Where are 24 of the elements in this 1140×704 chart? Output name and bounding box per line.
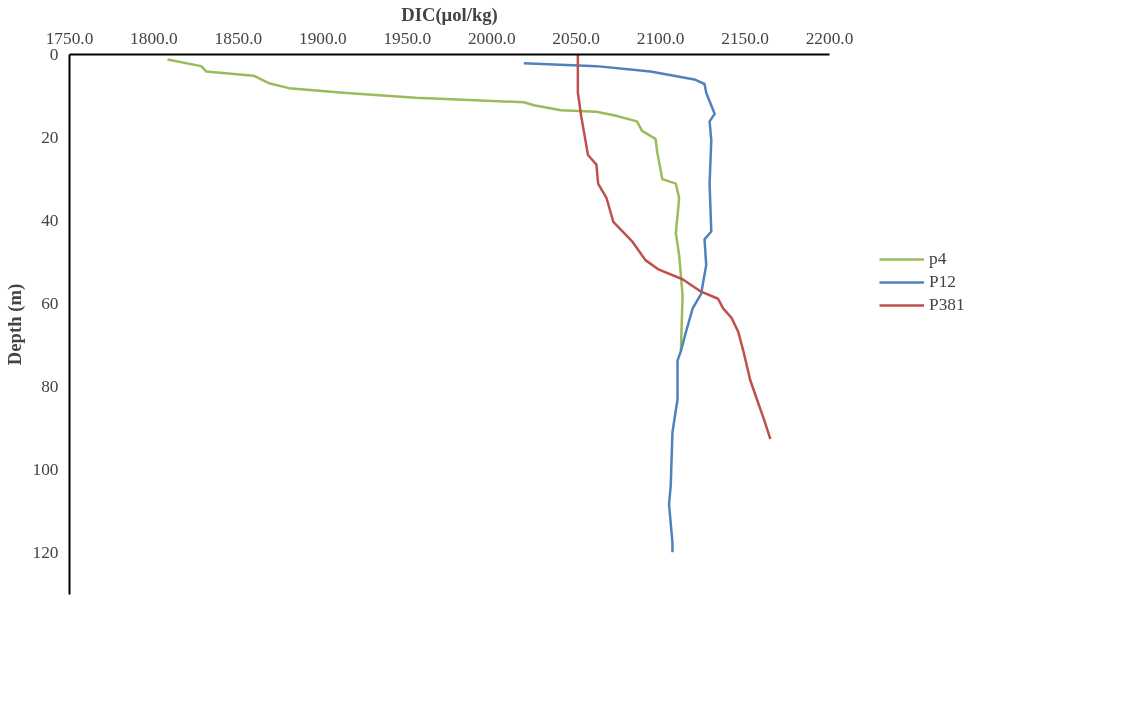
x-tick-label: 1900.0 — [299, 28, 347, 48]
y-tick-label: 120 — [32, 543, 59, 563]
legend-label: P12 — [929, 272, 956, 293]
x-tick-label: 1850.0 — [214, 28, 263, 48]
x-tick-label: 1950.0 — [383, 28, 432, 48]
y-tick-label: 80 — [41, 377, 59, 397]
x-tick-label: 2100.0 — [636, 28, 685, 48]
line-series — [576, 54, 772, 441]
x-tick-label: 2200.0 — [805, 28, 854, 48]
y-tick-label: 0 — [49, 45, 59, 64]
y-tick-label: 100 — [32, 460, 59, 480]
legend-label: p4 — [929, 249, 948, 270]
x-tick-label: 1750.0 — [45, 28, 94, 48]
x-tick-label: 1800.0 — [130, 28, 178, 48]
legend-label: P381 — [929, 295, 965, 316]
y-tick-label: 60 — [41, 294, 59, 314]
x-tick-label: 2000.0 — [467, 28, 516, 48]
x-axis-title: DIC(μol/kg) — [401, 3, 498, 26]
y-tick-label: 40 — [41, 211, 59, 231]
line-series — [522, 61, 716, 554]
y-tick-label: 20 — [41, 128, 59, 148]
y-axis-title: Depth (m) — [3, 283, 26, 366]
x-tick-label: 2050.0 — [552, 28, 600, 48]
x-tick-label: 2150.0 — [721, 28, 769, 48]
